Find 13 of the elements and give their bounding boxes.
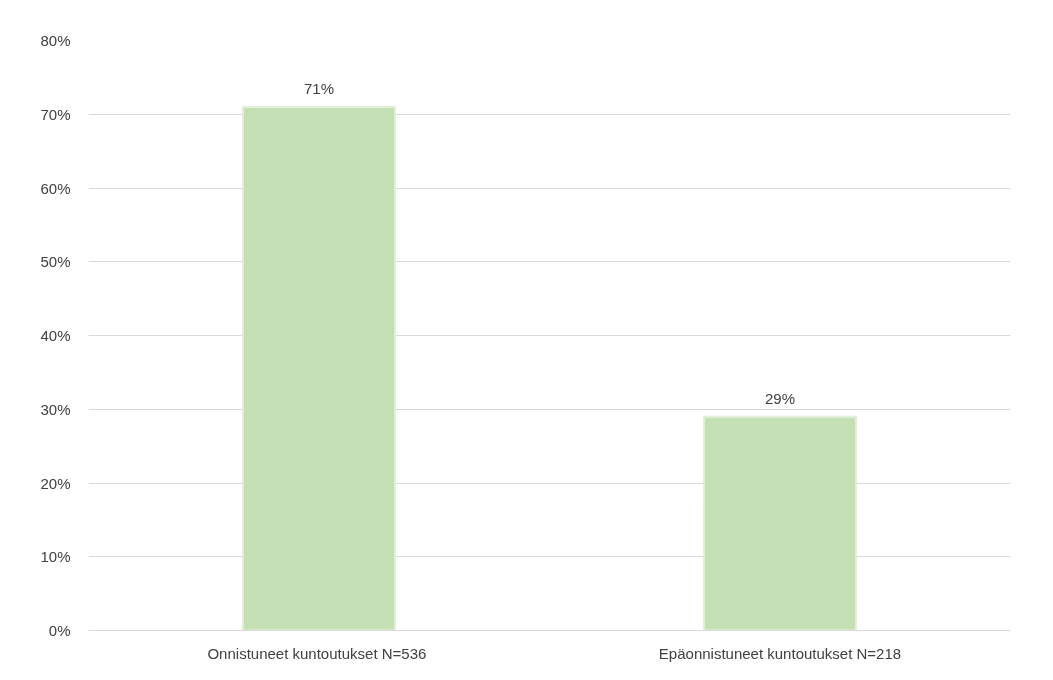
y-tick-label: 10% xyxy=(40,548,71,566)
y-tick-label: 50% xyxy=(40,253,71,271)
data-label: 29% xyxy=(764,389,796,407)
y-tick-label: 70% xyxy=(40,105,71,123)
data-label: 71% xyxy=(303,79,335,97)
y-tick-label: 60% xyxy=(40,179,71,197)
y-tick-label: 80% xyxy=(40,32,71,49)
y-tick-label: 30% xyxy=(40,400,71,418)
y-tick-label: 40% xyxy=(40,327,71,344)
x-tick-label: Epäonnistuneet kuntoutukset N=218 xyxy=(658,644,902,662)
x-tick-label: Onnistuneet kuntoutukset N=536 xyxy=(207,644,427,662)
y-tick-label: 0% xyxy=(48,622,71,639)
y-tick-label: 20% xyxy=(40,474,71,492)
